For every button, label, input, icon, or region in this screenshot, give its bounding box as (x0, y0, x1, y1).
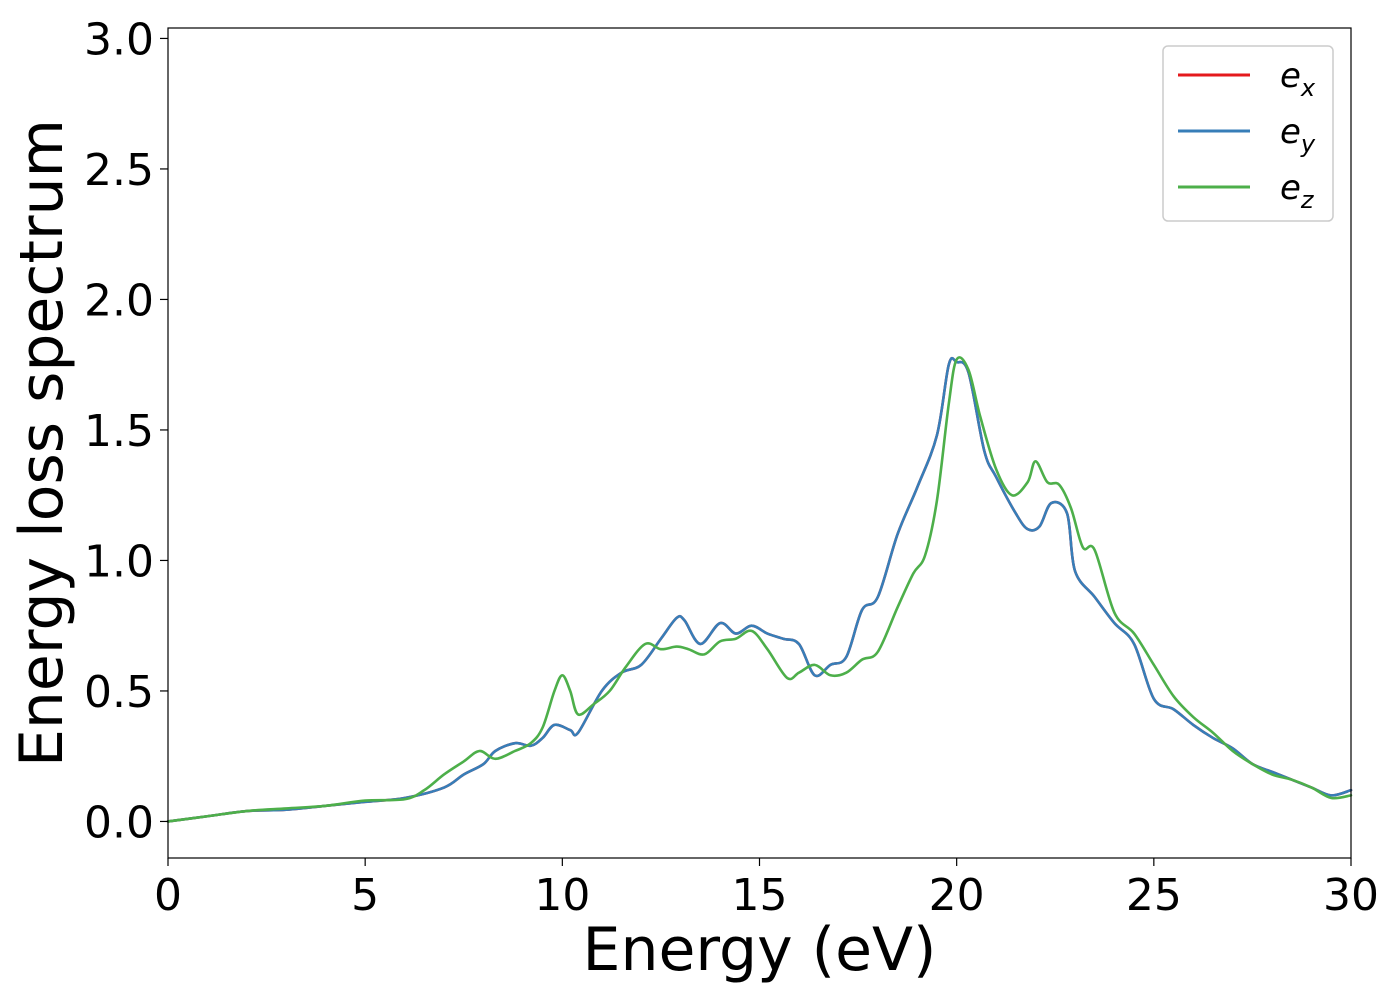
y-axis-label: Energy loss spectrum (7, 119, 77, 767)
legend: ex ey ez (1162, 45, 1334, 222)
y-axis-ticks: 0.0 0.5 1.0 1.5 2.0 2.5 3.0 (84, 14, 168, 848)
y-tick-label: 0.0 (84, 797, 154, 848)
x-tick-label: 20 (929, 870, 985, 921)
y-tick-label: 2.5 (84, 145, 154, 196)
x-tick-label: 0 (154, 870, 182, 921)
legend-label-e-z: ez (1280, 168, 1315, 214)
legend-label-e-x: ex (1280, 56, 1316, 102)
x-axis-ticks: 0 5 10 15 20 25 30 (154, 858, 1379, 921)
series-line-e-z (166, 356, 1353, 823)
x-tick-label: 15 (732, 870, 788, 921)
legend-label-e-y: ey (1280, 112, 1316, 158)
y-tick-label: 2.0 (84, 275, 154, 326)
series-layer (166, 356, 1353, 823)
x-axis-label: Energy (eV) (583, 915, 937, 985)
series-line-e-y (166, 356, 1353, 823)
x-tick-label: 5 (351, 870, 379, 921)
x-tick-label: 25 (1126, 870, 1182, 921)
x-tick-label: 30 (1323, 870, 1379, 921)
y-tick-label: 3.0 (84, 14, 154, 65)
legend-box (1162, 45, 1334, 222)
y-tick-label: 1.0 (84, 536, 154, 587)
x-tick-label: 10 (534, 870, 590, 921)
y-tick-label: 0.5 (84, 667, 154, 718)
y-tick-label: 1.5 (84, 406, 154, 457)
